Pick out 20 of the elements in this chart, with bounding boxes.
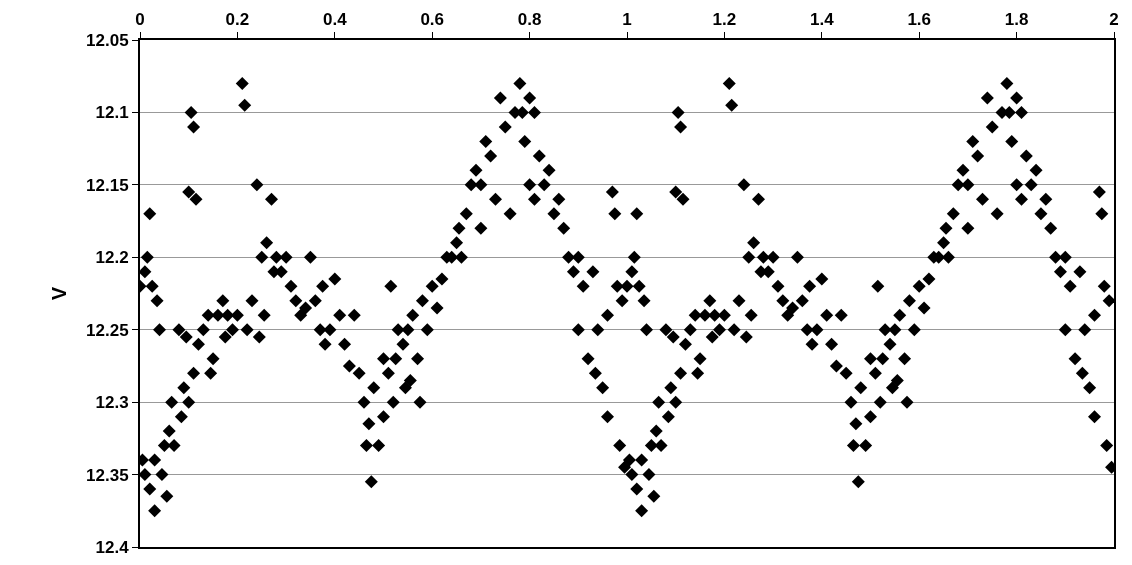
x-tick-label: 0.2 [225,10,250,30]
x-tick-label: 0.4 [322,10,348,30]
x-tick-label: 0.6 [420,10,445,30]
x-tick-label: 0.8 [517,10,542,30]
x-tick-label: 1 [622,10,632,30]
y-tick-label: 12.05 [86,30,129,50]
x-tick-label: 0 [135,10,145,30]
y-tick-label: 12.35 [86,465,129,485]
y-axis-title: V [48,286,71,301]
y-tick-label: 12.4 [95,537,130,557]
x-tick-label: 1.6 [907,10,932,30]
x-tick-label: 1.2 [712,10,737,30]
y-tick-label: 12.25 [86,320,129,340]
y-tick-label: 12.2 [95,248,129,268]
x-tick-label: 1.8 [1004,10,1029,30]
y-tick-label: 12.15 [86,175,129,195]
y-tick-label: 12.3 [95,393,129,413]
x-tick-label: 1.4 [809,10,835,30]
y-tick-label: 12.1 [95,103,129,123]
x-tick-label: 2 [1109,10,1119,30]
